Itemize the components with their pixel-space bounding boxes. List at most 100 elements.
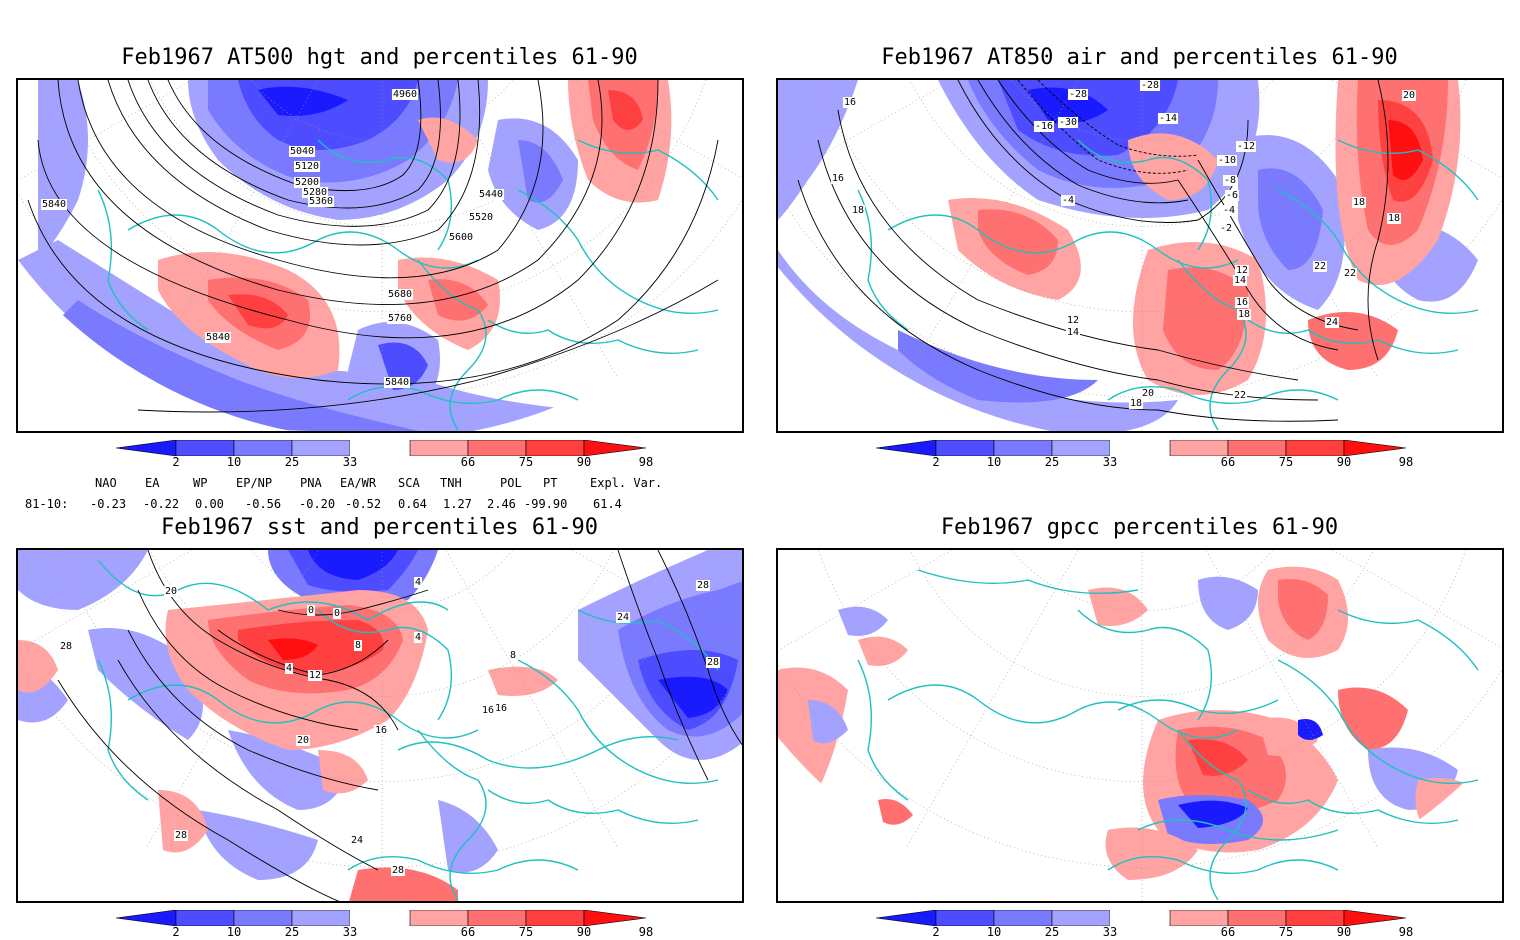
colorbar-tick-label: 10 — [226, 925, 242, 939]
percentile-area — [268, 638, 318, 660]
colorbar-tick-label: 33 — [1102, 925, 1118, 939]
contour-label: 12 — [1236, 265, 1248, 276]
index-header: EA/WR — [340, 476, 377, 490]
contour-label: 18 — [1130, 398, 1142, 409]
colorbar-arrow-low — [116, 440, 177, 456]
colorbar-sst: 2 10 25 33 66 75 90 98 — [116, 910, 653, 940]
contour-label: 8 — [510, 650, 516, 661]
percentile-area — [858, 636, 908, 666]
index-value: -0.23 — [90, 497, 127, 511]
percentile-area — [418, 117, 478, 163]
percentile-area — [198, 810, 318, 880]
contour-label: 22 — [1344, 268, 1356, 279]
colorbar-swatch — [1110, 910, 1170, 926]
contour-label: 14 — [1234, 275, 1246, 286]
contour-label: 0 — [308, 605, 314, 616]
percentile-area — [1298, 719, 1323, 740]
percentile-area — [898, 330, 1098, 403]
percentile-area — [518, 140, 563, 203]
contour-label: 20 — [165, 586, 177, 597]
colorbar-tick-label: 90 — [576, 925, 592, 939]
contour-label: 5840 — [385, 377, 409, 388]
colorbar-swatch — [1285, 910, 1345, 926]
colorbar-air850: 2 10 25 33 66 75 90 98 — [876, 440, 1413, 470]
colorbar-tick-label: 33 — [342, 925, 358, 939]
coastlines — [857, 569, 1479, 901]
contour-label: 5200 — [295, 177, 319, 188]
colorbar-swatch — [233, 440, 293, 456]
contour-label: 5360 — [309, 196, 333, 207]
percentile-area — [308, 550, 398, 580]
colorbar-tick-label: 25 — [1044, 455, 1060, 469]
colorbar-tick-label: 66 — [1220, 925, 1236, 939]
colorbar-swatch — [1051, 440, 1111, 456]
index-row-label: 81-10: — [25, 497, 69, 511]
percentile-area — [228, 294, 288, 329]
contour-label: 12 — [309, 670, 321, 681]
contour-label: 16 — [495, 703, 507, 714]
contour-label: 5120 — [295, 161, 319, 172]
colorbar-swatch — [1051, 910, 1111, 926]
colorbar-tick-label: 90 — [576, 455, 592, 469]
colorbar-tick-label: 2 — [932, 925, 940, 939]
colorbar-tick-label: 75 — [1278, 925, 1294, 939]
map-sst: 28 20 0 4 8 0 4 4 12 16 20 24 28 28 28 24 8 16 16 28 — [16, 548, 744, 903]
index-value: -0.20 — [299, 497, 336, 511]
colorbar-tick-label: 33 — [1102, 455, 1118, 469]
colorbar-arrow-high — [1343, 910, 1406, 926]
colorbar-swatch — [350, 440, 410, 456]
colorbar-tick-label: 66 — [1220, 455, 1236, 469]
contour-label: 12 — [1067, 315, 1079, 326]
contour-label: 5280 — [303, 187, 327, 198]
colorbar-swatch — [525, 440, 585, 456]
percentile-area — [1188, 739, 1248, 776]
panel-title-hgt500: Feb1967 AT500 hgt and percentiles 61-90 — [121, 45, 638, 70]
contour-label: 5840 — [42, 199, 66, 210]
colorbar-tick-label: 33 — [342, 455, 358, 469]
contour-label: 28 — [707, 657, 719, 668]
index-value: -0.52 — [345, 497, 382, 511]
index-header: SCA — [398, 476, 420, 490]
percentile-area — [658, 676, 728, 718]
contour-label: 16 — [1236, 297, 1248, 308]
percentile-area — [1388, 120, 1423, 180]
colorbar-tick-label: 90 — [1336, 925, 1352, 939]
contour-label: -8 — [1224, 175, 1236, 186]
colorbar-tick-label: 25 — [284, 455, 300, 469]
colorbar-tick-label: 90 — [1336, 455, 1352, 469]
colorbar-swatch — [935, 440, 995, 456]
contour-label: 18 — [1238, 309, 1250, 320]
contour-label: -30 — [1059, 117, 1077, 128]
contour-label: -10 — [1218, 155, 1236, 166]
contour-lines — [57, 550, 742, 901]
percentile-area — [18, 640, 58, 693]
contour-label: 4 — [415, 577, 421, 588]
contour-label: 5600 — [449, 232, 473, 243]
contour-label: 24 — [351, 835, 363, 846]
index-header: EP/NP — [236, 476, 273, 490]
contour-label: 18 — [1353, 197, 1365, 208]
colorbar-swatch — [291, 910, 351, 926]
hemisphere-mask — [18, 80, 742, 431]
panel-title-sst: Feb1967 sst and percentiles 61-90 — [160, 515, 599, 540]
panel-title-air850: Feb1967 AT850 air and percentiles 61-90 — [881, 45, 1398, 70]
map-air850: -28 -28 -30 -14 -12 -10 -8 -6 -4 -2 16 16 18 18 18 20 22… — [776, 78, 1504, 433]
colorbar-tick-label: 66 — [460, 925, 476, 939]
colorbar-swatch — [1110, 440, 1170, 456]
colorbar-arrow-high — [1343, 440, 1406, 456]
index-header: NAO — [95, 476, 117, 490]
contour-label: 16 — [482, 705, 494, 716]
colorbar-swatch — [1227, 910, 1287, 926]
colorbar-swatch — [409, 910, 469, 926]
index-value: 1.27 — [443, 497, 472, 511]
colorbar-tick-label: 98 — [638, 455, 654, 469]
percentile-area — [349, 867, 458, 901]
map-gpcc — [776, 548, 1504, 903]
percentile-area — [18, 550, 148, 610]
percentile-area — [978, 209, 1058, 275]
contour-label: 0 — [334, 608, 340, 619]
percentile-area — [1308, 312, 1398, 370]
index-header: EA — [145, 476, 160, 490]
index-header: PT — [543, 476, 558, 490]
index-value: -99.90 — [524, 497, 568, 511]
